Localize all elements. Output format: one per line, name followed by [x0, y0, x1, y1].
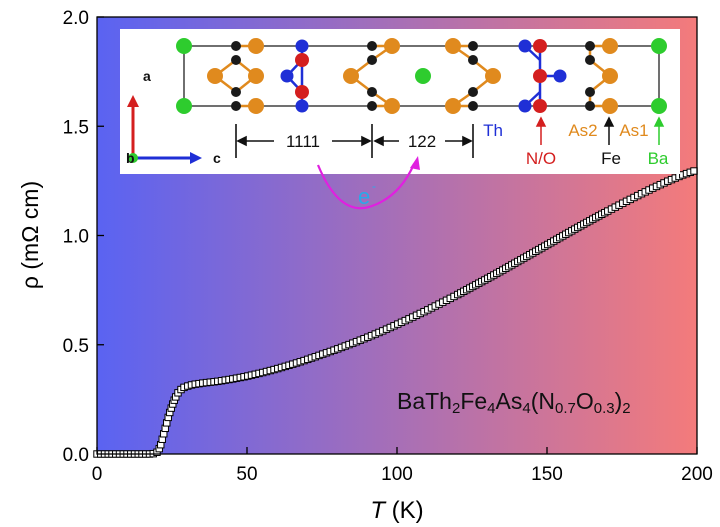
y-tick-label: 0.0 — [63, 445, 89, 466]
arrow-ba — [653, 116, 665, 145]
formula-text: As — [496, 388, 523, 414]
formula-subscript: 0.3 — [594, 400, 615, 417]
label-as2: As2 — [568, 121, 597, 140]
x-tick-label: 100 — [381, 464, 413, 485]
length-122-label: 122 — [408, 132, 436, 151]
x-axis-label: T (K) — [370, 497, 423, 524]
formula-subscript: 0.7 — [555, 400, 576, 417]
arrow-fe — [603, 116, 615, 145]
layer-length-markers — [235, 124, 474, 158]
data-series — [93, 167, 698, 458]
label-fe: Fe — [601, 149, 621, 168]
data-point — [690, 167, 698, 175]
formula-subscript: 4 — [522, 400, 530, 417]
electron-label: e — [358, 184, 370, 209]
compound-formula: BaTh2Fe4As4(N0.7O0.3)2 — [397, 388, 631, 417]
x-tick-label: 0 — [92, 464, 103, 485]
unit-cell-box — [183, 45, 660, 107]
electron-transfer-arrow — [316, 163, 416, 210]
formula-text: BaTh — [397, 388, 452, 414]
formula-subscript: 4 — [487, 400, 495, 417]
formula-subscript: 2 — [452, 400, 460, 417]
plot-frame — [96, 16, 698, 455]
lattice-axes-icon — [127, 95, 202, 164]
formula-text: (N — [531, 388, 555, 414]
formula-text: O — [576, 388, 594, 414]
y-tick-label: 1.0 — [63, 227, 89, 248]
crystal-structure-inset: 1111 122 Th N/O As2 Fe As1 Ba a b c — [120, 29, 680, 174]
axis-a-label: a — [143, 68, 151, 84]
formula-text: ) — [615, 388, 623, 414]
electron-arrow-head — [410, 156, 420, 170]
label-as1: As1 — [619, 121, 648, 140]
x-tick-label: 200 — [681, 464, 713, 485]
length-1111-label: 1111 — [286, 132, 320, 151]
label-ba: Ba — [648, 149, 669, 168]
y-tick-label: 1.5 — [63, 117, 89, 138]
x-tick-label: 50 — [236, 464, 257, 485]
y-axis-ticks: 0.0 0.5 1.0 1.5 2.0 — [63, 8, 104, 466]
y-tick-label: 2.0 — [63, 8, 89, 29]
electron-charge: - — [372, 179, 376, 193]
x-tick-label: 150 — [531, 464, 563, 485]
y-axis-label: ρ (mΩ cm) — [17, 181, 43, 289]
atoms — [176, 38, 667, 114]
label-no: N/O — [526, 149, 556, 168]
arrow-no — [535, 116, 547, 145]
inset-background — [120, 29, 680, 174]
formula-text: Fe — [460, 388, 487, 414]
label-th: Th — [483, 121, 503, 140]
y-tick-label: 0.5 — [63, 336, 89, 357]
axis-c-label: c — [213, 150, 221, 166]
formula-subscript: 2 — [622, 400, 630, 417]
axis-b-label: b — [126, 150, 135, 166]
